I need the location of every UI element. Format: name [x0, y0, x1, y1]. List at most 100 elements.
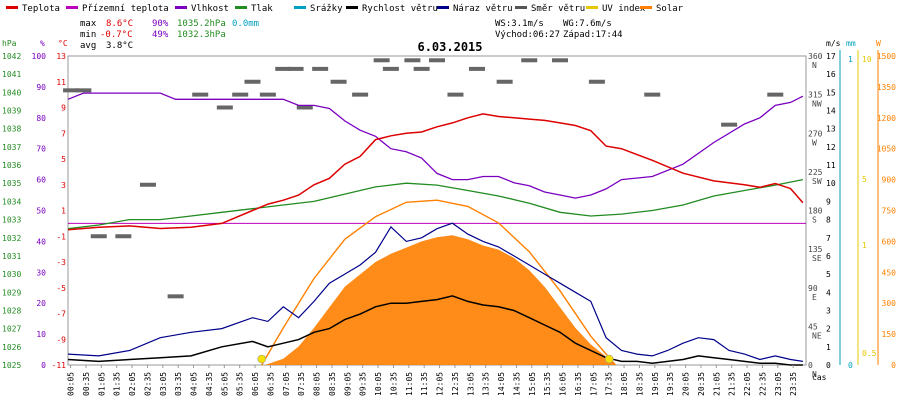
- dir-tick-4: 180: [808, 207, 823, 216]
- pct-tick-5: 50: [36, 207, 46, 216]
- wind-dir-mark-4: [139, 182, 156, 187]
- dir-label-7: NE: [812, 331, 822, 340]
- hpa-tick-0: 1042: [2, 52, 21, 61]
- wind-dir-mark-6: [192, 92, 209, 97]
- dir-label-8: N: [812, 370, 817, 379]
- x-tick-label-24: 12:05: [436, 372, 445, 396]
- legend-label-9: Solar: [656, 4, 684, 14]
- x-tick-label-5: 02:35: [143, 372, 152, 396]
- legend-swatch-3: [235, 6, 247, 9]
- stats-wg: WG:7.6m/s: [563, 19, 612, 29]
- uv-marker-0: [257, 354, 267, 364]
- ms-tick-0: 17: [826, 52, 836, 61]
- wind-dir-mark-11: [275, 66, 292, 71]
- wind-dir-mark-28: [644, 92, 661, 97]
- wind-dir-mark-25: [521, 58, 538, 63]
- x-tick-label-8: 04:05: [190, 372, 199, 396]
- hpa-tick-2: 1040: [2, 88, 21, 97]
- x-tick-label-11: 05:35: [236, 372, 245, 396]
- x-tick-label-9: 04:35: [205, 372, 214, 396]
- wind-dir-mark-13: [296, 105, 313, 110]
- wind-dir-mark-16: [352, 92, 369, 97]
- x-tick-label-41: 20:35: [697, 372, 706, 396]
- x-tick-label-27: 13:35: [482, 372, 491, 396]
- legend-label-1: Přízemní teplota: [82, 4, 169, 14]
- uv-marker-1: [604, 354, 614, 364]
- dir-tick-8: 0: [808, 361, 813, 370]
- dir-tick-0: 360: [808, 52, 823, 61]
- solar-tick-2: 1200: [877, 114, 896, 123]
- x-tick-label-19: 09:35: [359, 372, 368, 396]
- x-tick-label-34: 17:05: [589, 372, 598, 396]
- x-tick-label-43: 21:35: [728, 372, 737, 396]
- wind-dir-mark-8: [232, 92, 249, 97]
- temperature-line: [67, 113, 804, 231]
- x-tick-label-7: 03:35: [174, 372, 183, 396]
- wind-dir-mark-18: [382, 66, 399, 71]
- stats-min-hum: 49%: [152, 30, 169, 40]
- celsius-tick-4: 5: [61, 155, 66, 164]
- ms-tick-4: 13: [826, 125, 836, 134]
- pct-tick-3: 70: [36, 145, 46, 154]
- stats-min-press: 1032.3hPa: [177, 30, 226, 40]
- legend-label-0: Teplota: [22, 4, 60, 14]
- wind-dir-mark-23: [468, 66, 485, 71]
- x-tick-label-45: 22:35: [758, 372, 767, 396]
- dir-tick-5: 135: [808, 245, 823, 254]
- stats-ws: WS:3.1m/s: [495, 19, 544, 29]
- x-tick-label-39: 19:35: [666, 372, 675, 396]
- legend-label-8: UV index: [602, 4, 646, 14]
- solar-tick-9: 150: [882, 330, 897, 339]
- wind-dir-mark-1: [75, 88, 92, 93]
- pct-tick-6: 40: [36, 237, 46, 246]
- solar-tick-6: 600: [882, 237, 897, 246]
- legend-swatch-9: [640, 6, 652, 9]
- legend-swatch-6: [437, 6, 449, 9]
- wind-dir-mark-7: [216, 105, 233, 110]
- wind-dir-mark-14: [312, 66, 329, 71]
- pct-tick-10: 0: [41, 361, 46, 370]
- pct-tick-4: 60: [36, 176, 46, 185]
- ms-tick-1: 16: [826, 70, 836, 79]
- x-tick-label-1: 00:35: [82, 372, 91, 396]
- x-tick-label-0: 00:05: [67, 372, 76, 396]
- x-tick-label-6: 03:05: [159, 372, 168, 396]
- dir-tick-7: 45: [808, 322, 818, 331]
- x-tick-label-29: 14:35: [512, 372, 521, 396]
- stats-sunset: Západ:17:44: [563, 30, 623, 40]
- celsius-tick-3: 7: [61, 129, 66, 138]
- uv-tick-0: 0.5: [862, 349, 877, 358]
- pct-tick-9: 10: [36, 330, 46, 339]
- celsius-tick-11: -9: [56, 335, 66, 344]
- ms-tick-8: 9: [826, 197, 831, 206]
- dir-label-2: W: [812, 138, 817, 147]
- solar-unit: W: [876, 39, 881, 48]
- legend-label-5: Rychlost větru: [362, 4, 438, 14]
- x-tick-label-32: 16:05: [559, 372, 568, 396]
- celsius-tick-12: -11: [52, 361, 67, 370]
- ms-tick-16: 1: [826, 343, 831, 352]
- hpa-tick-4: 1038: [2, 125, 21, 134]
- hpa-tick-13: 1029: [2, 288, 21, 297]
- dir-tick-3: 225: [808, 168, 823, 177]
- wind-dir-mark-15: [330, 79, 347, 84]
- hpa-unit: hPa: [2, 39, 17, 48]
- legend-swatch-5: [346, 6, 358, 9]
- celsius-tick-7: -1: [56, 232, 66, 241]
- hpa-tick-14: 1028: [2, 306, 21, 315]
- legend: Teplota Přízemní teplota Vlhkost Tlak Srážky…: [6, 4, 684, 14]
- ms-tick-11: 6: [826, 252, 831, 261]
- celsius-tick-9: -5: [56, 284, 66, 293]
- x-tick-label-17: 08:35: [328, 372, 337, 396]
- solar-tick-4: 900: [882, 176, 897, 185]
- pct-tick-7: 30: [36, 268, 46, 277]
- hpa-tick-12: 1030: [2, 270, 21, 279]
- dir-label-5: SE: [812, 254, 822, 263]
- wind-dir-mark-3: [115, 234, 132, 239]
- legend-swatch-0: [6, 6, 18, 9]
- wind-dir-mark-5: [167, 294, 184, 299]
- chart-title: 6.03.2015: [417, 40, 482, 54]
- x-tick-label-10: 05:05: [220, 372, 229, 396]
- hpa-tick-9: 1033: [2, 216, 21, 225]
- celsius-tick-8: -3: [56, 258, 66, 267]
